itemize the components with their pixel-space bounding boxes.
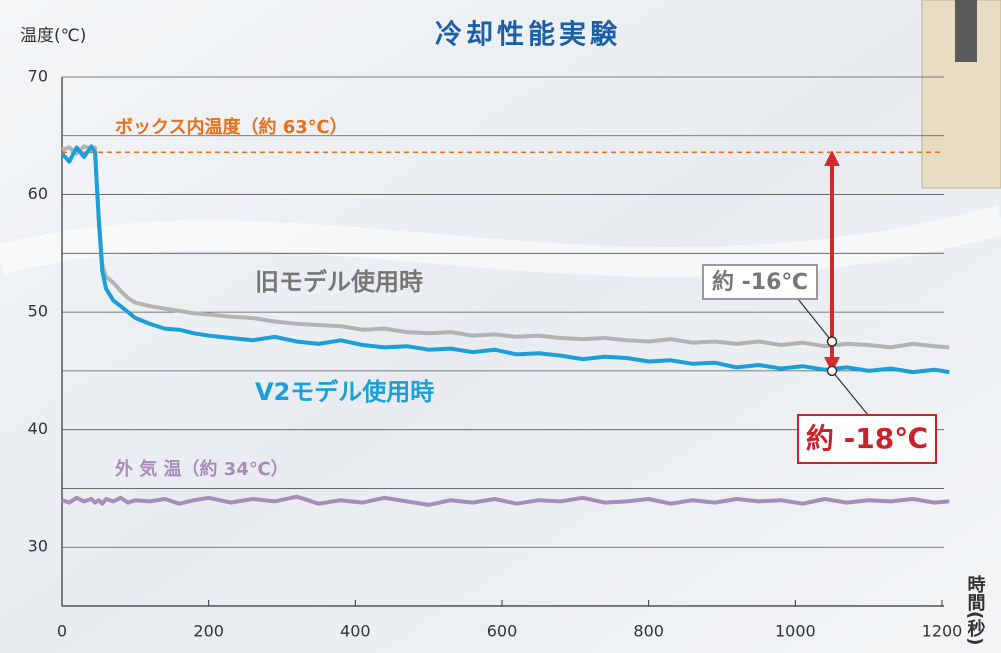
reference-label: ボックス内温度（約 63℃） [115, 116, 348, 138]
y-axis-label: 温度(℃) [20, 26, 86, 46]
y-tick-label: 60 [28, 184, 48, 203]
x-tick-label: 400 [340, 622, 371, 641]
marker [828, 337, 837, 346]
marker [828, 366, 837, 375]
x-tick-label: 200 [193, 622, 224, 641]
background [0, 0, 1001, 653]
callout-text: 約 -16℃ [712, 269, 808, 295]
series-label: 外 気 温（約 34℃） [115, 458, 289, 480]
photo [922, 0, 1001, 188]
y-tick-label: 40 [28, 419, 48, 438]
x-tick-label: 0 [57, 622, 67, 641]
x-tick-label: 1200 [922, 622, 963, 641]
callout-text: 約 -18℃ [806, 422, 928, 455]
y-tick-label: 30 [28, 537, 48, 556]
y-tick-label: 70 [28, 67, 48, 86]
chart-title: 冷却性能実験 [435, 19, 621, 51]
x-tick-label: 800 [633, 622, 664, 641]
x-tick-label: 600 [487, 622, 518, 641]
x-axis-label: 時間(秒) [965, 575, 986, 646]
x-tick-label: 1000 [775, 622, 816, 641]
series-label: 旧モデル使用時 [255, 268, 423, 296]
y-tick-label: 50 [28, 302, 48, 321]
series-label: V2モデル使用時 [255, 378, 434, 406]
chart: 冷却性能実験 温度(℃) 時間(秒) 30 40 50 60 70 0 200 400 600 8… [0, 0, 1001, 653]
